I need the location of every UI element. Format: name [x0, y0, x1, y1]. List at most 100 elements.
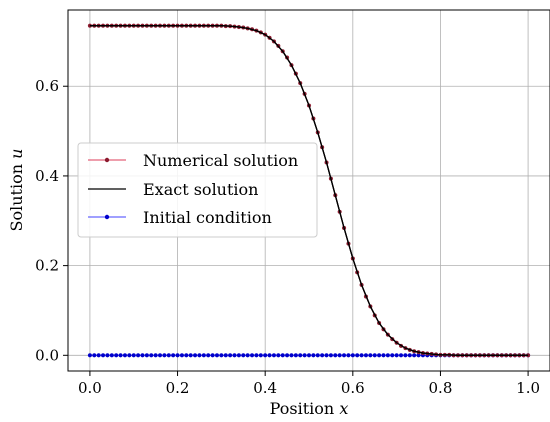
- legend-entry-exact-solution: Exact solution: [88, 180, 258, 199]
- x-tick-label: 0.4: [253, 379, 277, 397]
- initial-condition-point: [315, 353, 320, 358]
- initial-condition-point: [223, 353, 228, 358]
- initial-condition-point: [105, 353, 110, 358]
- initial-condition-point: [302, 353, 307, 358]
- initial-condition-point: [109, 353, 114, 358]
- initial-condition-point: [206, 353, 211, 358]
- legend-entry-numerical-solution: Numerical solution: [88, 151, 298, 170]
- initial-condition-point: [350, 353, 355, 358]
- initial-condition-point: [228, 353, 233, 358]
- initial-condition-point: [368, 353, 373, 358]
- legend-label: Numerical solution: [143, 151, 298, 170]
- initial-condition-point: [289, 353, 294, 358]
- y-tick-label: 0.4: [35, 167, 59, 185]
- legend-marker: [104, 157, 110, 163]
- initial-condition-point: [131, 353, 136, 358]
- initial-condition-point: [166, 353, 171, 358]
- initial-condition-point: [184, 353, 189, 358]
- initial-condition-point: [149, 353, 154, 358]
- initial-condition-point: [214, 353, 220, 358]
- initial-condition-point: [263, 353, 268, 358]
- series-layer: [87, 23, 531, 358]
- exact-solution-line-overlay: [89, 25, 529, 356]
- initial-condition-point: [293, 353, 298, 358]
- initial-condition-point: [188, 353, 193, 358]
- initial-condition-point: [398, 353, 404, 358]
- x-tick-label: 0.8: [429, 379, 453, 397]
- y-tick-label: 0.2: [35, 257, 59, 275]
- initial-condition-point: [136, 353, 141, 358]
- initial-condition-point: [333, 353, 338, 358]
- initial-condition-point: [232, 353, 237, 358]
- initial-condition-point: [337, 353, 342, 358]
- initial-condition-point: [118, 353, 123, 358]
- initial-condition-point: [92, 353, 97, 358]
- x-tick-label: 0.0: [78, 379, 102, 397]
- legend-entry-initial-condition: Initial condition: [88, 208, 272, 227]
- initial-condition-point: [254, 353, 259, 358]
- initial-condition-point: [346, 353, 351, 358]
- initial-condition-point: [355, 353, 360, 358]
- y-axis-label: Solution u: [7, 149, 26, 232]
- initial-condition-point: [144, 353, 149, 358]
- x-tick-label: 0.6: [341, 379, 365, 397]
- initial-condition-point: [280, 353, 285, 358]
- initial-condition-point: [328, 353, 333, 358]
- y-tick-label: 0.0: [35, 346, 59, 364]
- legend-label: Initial condition: [143, 208, 272, 227]
- initial-condition-point: [162, 353, 167, 358]
- initial-condition-point: [96, 353, 101, 358]
- initial-condition-point: [267, 353, 272, 358]
- initial-condition-point: [127, 353, 132, 358]
- initial-condition-point: [153, 353, 158, 358]
- initial-condition-point: [258, 353, 263, 358]
- initial-condition-point: [245, 353, 250, 358]
- initial-condition-point: [412, 353, 417, 358]
- initial-condition-point: [210, 353, 215, 358]
- initial-condition-point: [276, 353, 281, 358]
- initial-condition-point: [403, 353, 408, 358]
- initial-condition-point: [197, 353, 202, 358]
- initial-condition-point: [324, 353, 329, 358]
- initial-condition-point: [390, 353, 395, 358]
- initial-condition-point: [219, 353, 224, 358]
- initial-condition-point: [241, 353, 246, 358]
- initial-condition-point: [175, 353, 180, 358]
- initial-condition-point: [179, 353, 184, 358]
- initial-condition-point: [249, 353, 255, 358]
- legend: Numerical solution Exact solution Initial …: [77, 142, 318, 238]
- legend-label: Exact solution: [143, 180, 258, 199]
- initial-condition-point: [359, 353, 364, 358]
- initial-condition-point: [407, 353, 412, 358]
- initial-condition-point: [341, 353, 347, 358]
- initial-condition-point: [394, 353, 399, 358]
- x-tick-label: 1.0: [516, 379, 540, 397]
- initial-condition-point: [381, 353, 386, 358]
- legend-marker: [104, 214, 110, 220]
- legend-box: [77, 142, 318, 238]
- initial-condition-point: [306, 353, 312, 358]
- x-axis-label: Position x: [270, 399, 349, 418]
- initial-condition-point: [122, 353, 128, 358]
- initial-condition-point: [157, 353, 163, 358]
- initial-condition-point: [193, 353, 198, 358]
- initial-condition-point: [201, 353, 206, 358]
- initial-condition-point: [236, 353, 241, 358]
- x-tick-label: 0.2: [166, 379, 190, 397]
- initial-condition-point: [311, 353, 316, 358]
- initial-condition-point: [171, 353, 176, 358]
- initial-condition-point: [377, 353, 382, 358]
- initial-condition-point: [363, 353, 369, 358]
- initial-condition-point: [271, 353, 277, 358]
- initial-condition-point: [285, 353, 290, 358]
- initial-condition-point: [320, 353, 325, 358]
- y-tick-label: 0.6: [35, 77, 59, 95]
- initial-condition-point: [298, 353, 303, 358]
- initial-condition-point: [101, 353, 106, 358]
- initial-condition-point: [87, 353, 92, 358]
- initial-condition-point: [114, 353, 119, 358]
- ticks: 0.0 0.2 0.4 0.6 0.8 1.0 0.0 0.2 0.4 0.6: [35, 77, 540, 397]
- initial-condition-point: [385, 353, 390, 358]
- initial-condition-point: [372, 353, 377, 358]
